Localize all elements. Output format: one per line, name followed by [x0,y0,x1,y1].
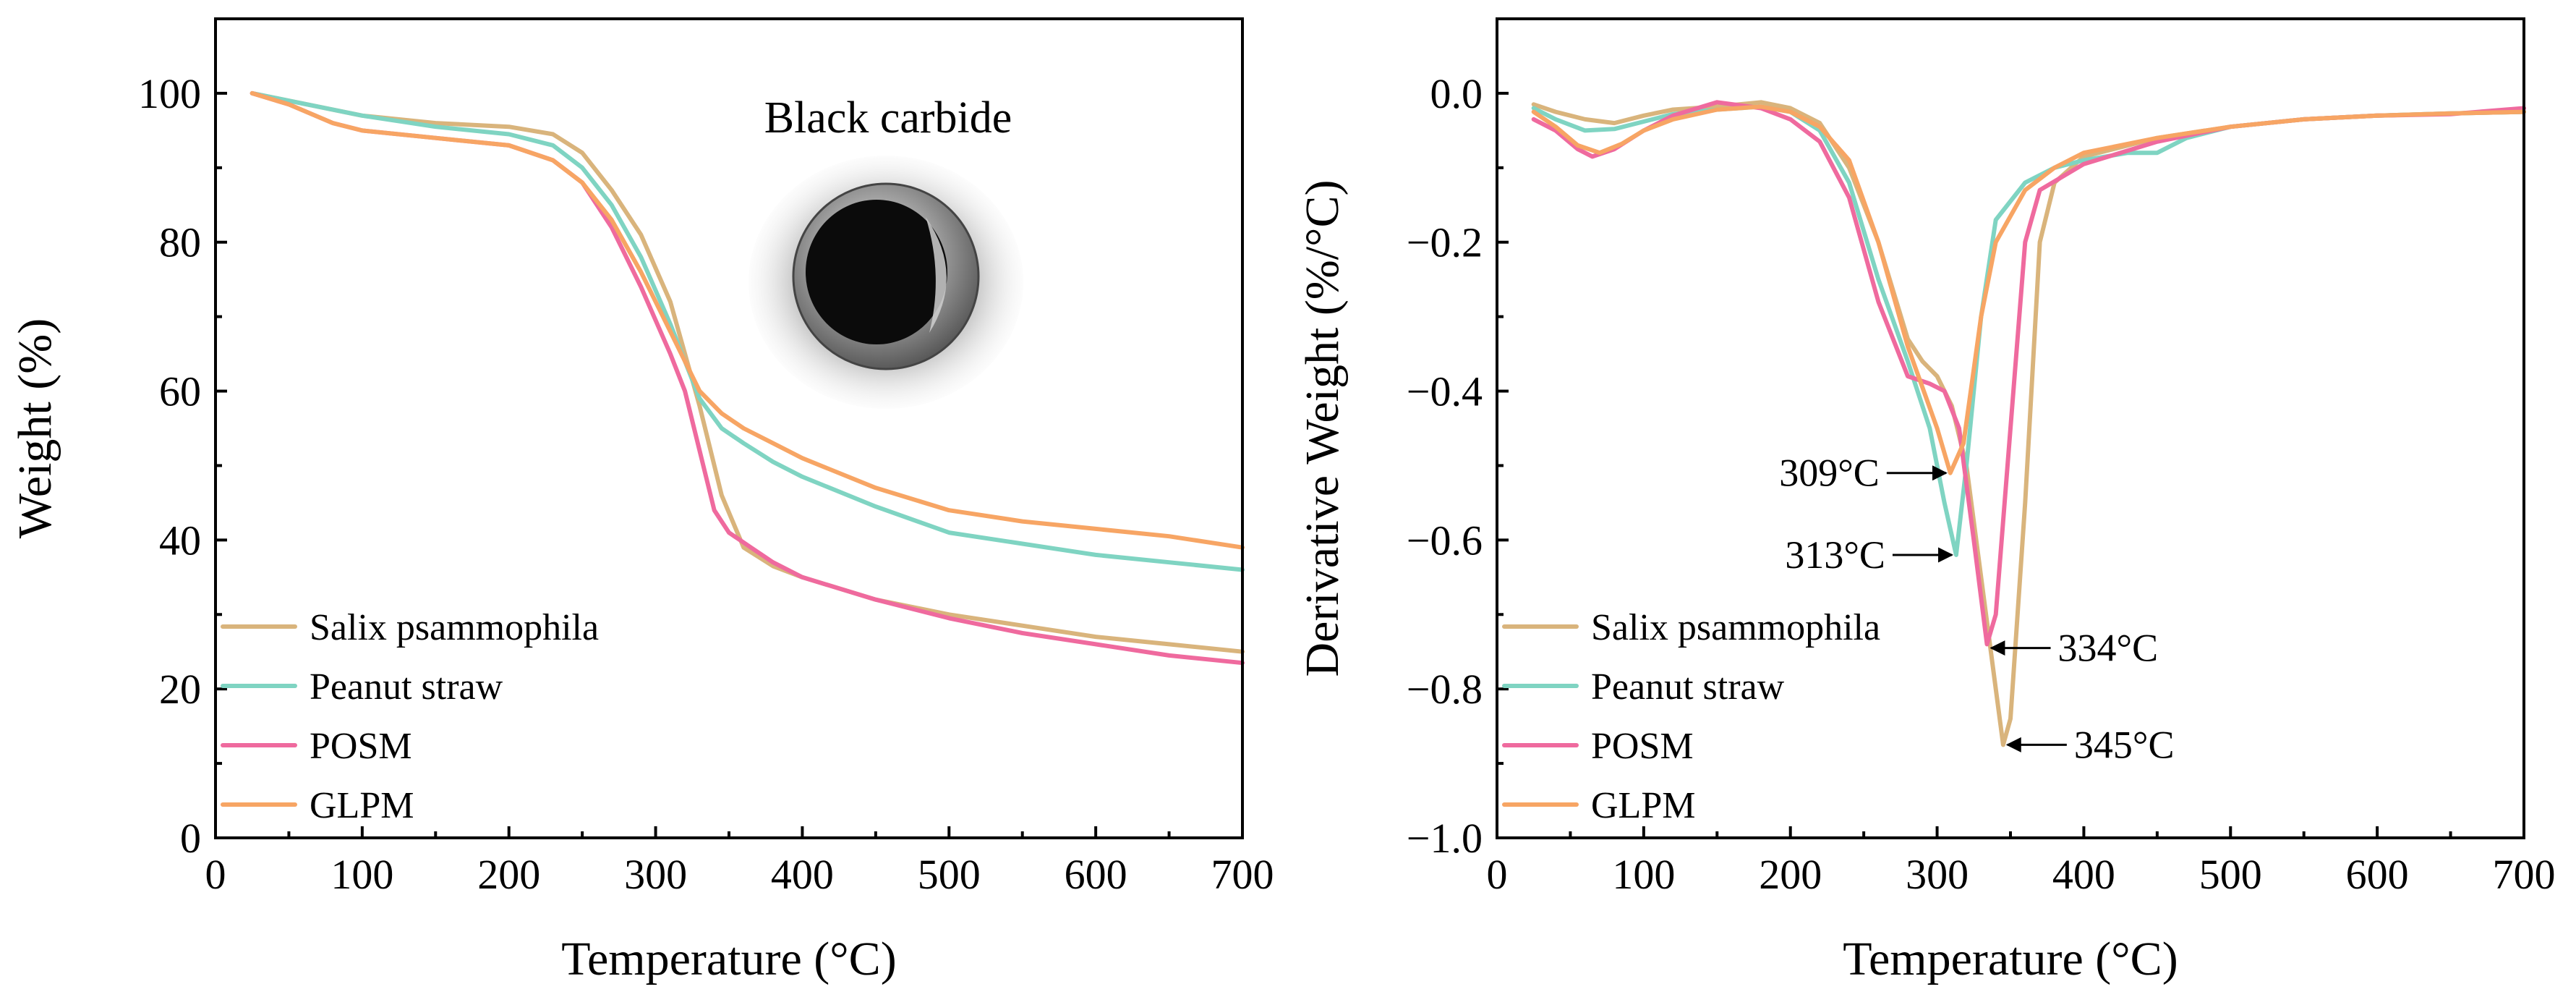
derivative-x-tick-label: 0 [1487,851,1508,898]
derivative-weight-chart: 0 100 200 300 400 500 600 700 0.0 −0.2 −0.4 −0.6 −0… [1296,17,2556,985]
peak-label: 334°C [2058,627,2159,670]
derivative-series-lines [1531,100,2526,747]
derivative-line-glpm [1531,104,2526,475]
weight-legend-label-glpm: GLPM [310,785,414,826]
weight-series-lines [250,90,1245,666]
derivative-y-tick-label: 0.0 [1430,70,1483,117]
weight-y-tick-label: 60 [159,368,201,415]
derivative-y-tick-label: −0.6 [1407,517,1483,564]
weight-x-tick-label: 700 [1211,851,1274,898]
weight-legend-label-posm: POSM [310,726,412,767]
weight-legend-label-salix-psammophila: Salix psammophila [310,607,599,648]
peak-annotation-309-c: 309°C [1779,451,1948,495]
derivative-x-tick-label: 600 [2346,851,2409,898]
weight-x-tick-label: 500 [918,851,981,898]
peak-annotations: 309°C 313°C 334°C 345°C [1779,451,2174,767]
peak-label: 345°C [2074,723,2175,766]
crucible-opening-icon [806,200,947,344]
black-carbide-inset: Black carbide [749,93,1023,409]
weight-line-glpm [250,90,1245,550]
weight-line-posm [250,90,1245,666]
weight-y-axis-title: Weight (%) [9,318,61,538]
weight-legend: Salix psammophila Peanut straw POSM GLPM [221,607,599,826]
derivative-x-tick-label: 300 [1906,851,1969,898]
derivative-legend: Salix psammophila Peanut straw POSM GLPM [1502,607,1880,826]
weight-chart: Black carbide 0 100 200 300 400 500 600 700 0 20… [9,17,1274,985]
peak-label: 309°C [1779,451,1880,495]
derivative-line-peanut-straw [1531,104,2526,557]
derivative-line-posm [1531,100,2526,647]
weight-y-tick-label: 20 [159,666,201,713]
derivative-y-axis-title: Derivative Weight (%/°C) [1296,179,1349,677]
derivative-x-tick-label: 700 [2493,851,2556,898]
derivative-x-tick-label: 500 [2199,851,2262,898]
peak-annotation-334-c: 334°C [1989,627,2159,670]
derivative-x-tick-label: 400 [2052,851,2115,898]
weight-plot-frame [214,17,1244,839]
weight-x-tick-label: 600 [1065,851,1127,898]
weight-x-ticks: 0 100 200 300 400 500 600 700 [205,826,1274,898]
weight-y-tick-label: 80 [159,219,201,266]
weight-x-tick-label: 0 [205,851,226,898]
weight-legend-label-peanut-straw: Peanut straw [310,666,503,708]
weight-line-salix-psammophila [250,90,1245,654]
weight-line-peanut-straw [250,90,1245,572]
weight-y-tick-label: 100 [138,70,201,117]
weight-x-tick-label: 200 [477,851,540,898]
derivative-y-tick-label: −1.0 [1407,815,1483,862]
weight-y-tick-label: 40 [159,517,201,564]
crucible-inner-wall-icon [926,217,947,333]
weight-y-tick-label: 0 [180,815,201,862]
derivative-y-tick-label: −0.8 [1407,666,1483,713]
derivative-x-tick-label: 100 [1612,851,1675,898]
derivative-x-axis-title: Temperature (°C) [1843,933,2178,985]
peak-annotation-313-c: 313°C [1785,533,1954,577]
derivative-legend-label-peanut-straw: Peanut straw [1591,666,1785,708]
weight-x-tick-label: 400 [771,851,834,898]
derivative-legend-label-posm: POSM [1591,726,1694,767]
derivative-x-ticks: 0 100 200 300 400 500 600 700 [1487,826,2556,898]
derivative-y-tick-label: −0.2 [1407,219,1483,266]
derivative-legend-label-glpm: GLPM [1591,785,1695,826]
inset-label: Black carbide [764,93,1012,143]
derivative-x-tick-label: 200 [1759,851,1822,898]
peak-label: 313°C [1785,533,1885,577]
weight-x-tick-label: 300 [624,851,687,898]
derivative-y-ticks: 0.0 −0.2 −0.4 −0.6 −0.8 −1.0 [1407,70,1509,862]
derivative-y-tick-label: −0.4 [1407,368,1483,415]
weight-x-axis-title: Temperature (°C) [561,933,896,985]
peak-annotation-345-c: 345°C [2005,723,2175,766]
weight-x-tick-label: 100 [330,851,393,898]
weight-y-ticks: 0 20 40 60 80 100 [138,17,227,862]
derivative-legend-label-salix-psammophila: Salix psammophila [1591,607,1880,648]
